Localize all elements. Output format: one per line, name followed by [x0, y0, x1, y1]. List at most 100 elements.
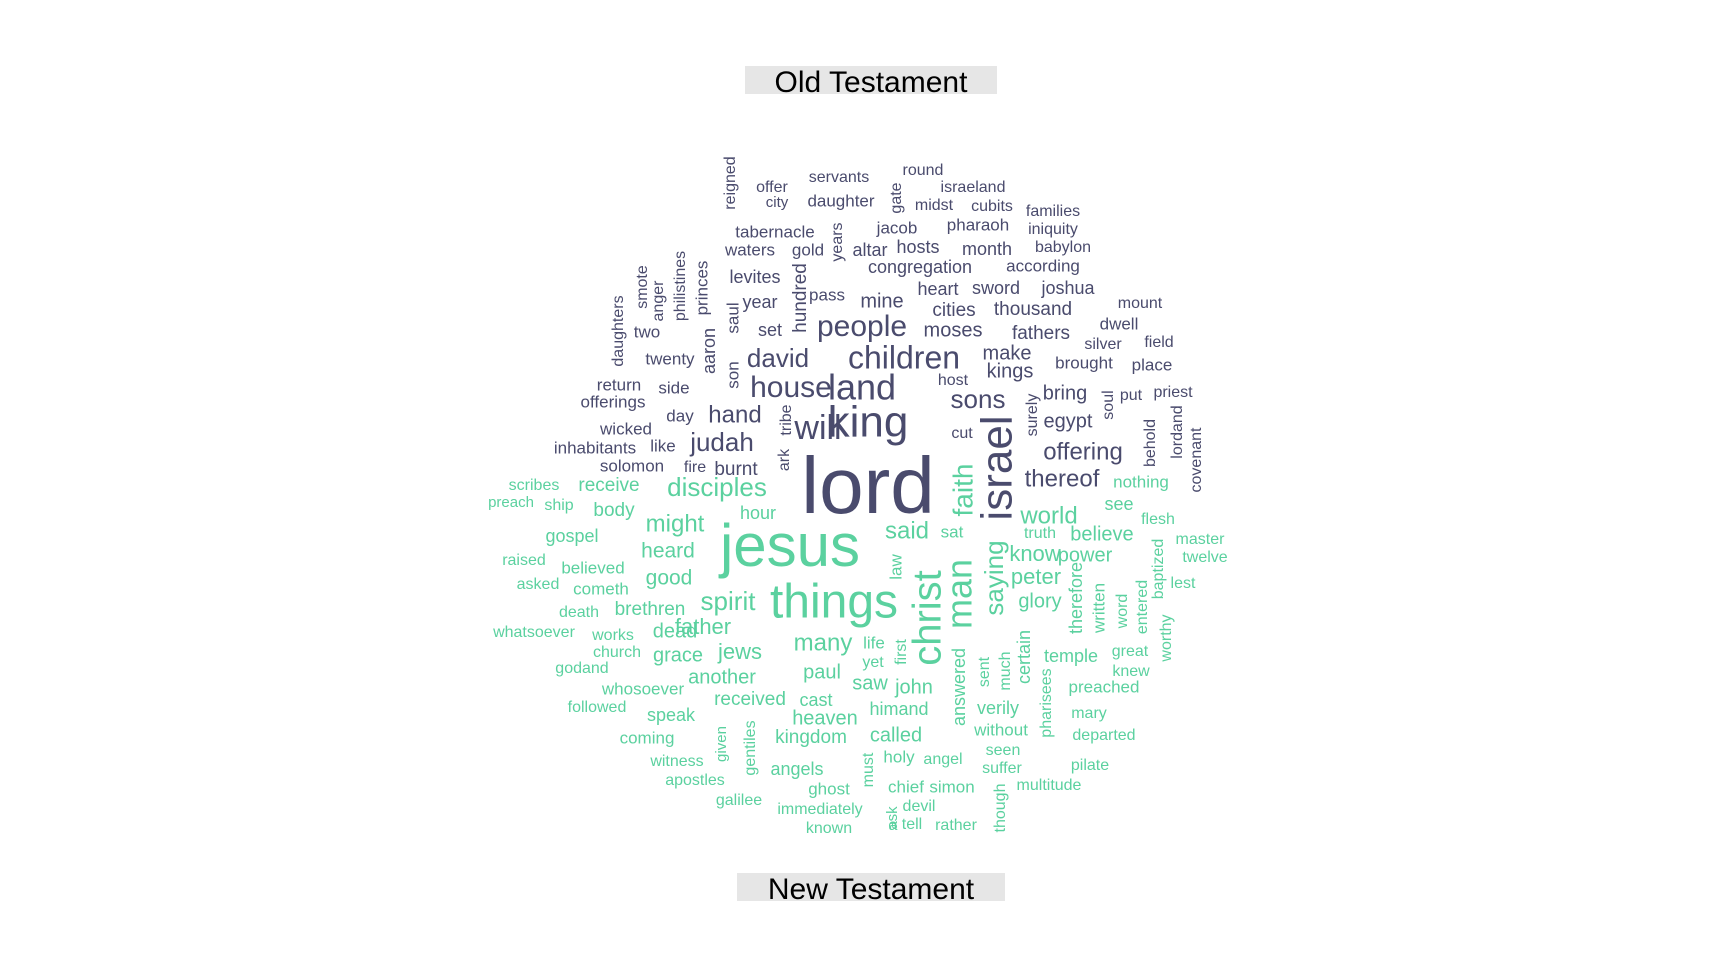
word-ot-day: day — [666, 406, 694, 425]
word-nt-spirit: spirit — [701, 586, 757, 616]
word-ot-iniquity: iniquity — [1028, 221, 1078, 238]
word-nt-whatsoever: whatsoever — [492, 624, 575, 641]
word-ot-gate: gate — [888, 182, 905, 213]
word-ot-host: host — [938, 372, 969, 389]
facet-title-old-testament: Old Testament — [775, 66, 969, 99]
word-nt-believed: believed — [561, 558, 624, 577]
word-ot-cut: cut — [951, 425, 973, 442]
word-nt-christ: christ — [906, 570, 950, 666]
word-nt-word: word — [1114, 594, 1131, 630]
word-nt-pharisees: pharisees — [1038, 668, 1055, 737]
title-box-old-testament — [745, 66, 997, 94]
word-ot-reigned: reigned — [722, 156, 739, 209]
word-ot-behold: behold — [1142, 419, 1159, 467]
word-nt-must: must — [860, 752, 877, 787]
word-nt-lest: lest — [1171, 575, 1196, 592]
word-nt-law: law — [886, 554, 905, 580]
word-nt-master: master — [1176, 531, 1226, 548]
word-nt-tell: tell — [902, 816, 922, 833]
word-nt-grace: grace — [653, 644, 703, 666]
word-ot-son: son — [723, 361, 742, 388]
word-nt-jesus: jesus — [718, 512, 860, 579]
word-nt-sent: sent — [976, 656, 993, 687]
word-ot-aaron: aaron — [699, 328, 719, 374]
word-ot-moses: moses — [924, 319, 983, 341]
word-ot-offering: offering — [1043, 438, 1123, 465]
word-nt-many: many — [794, 629, 853, 656]
word-nt-saw: saw — [852, 672, 888, 694]
word-ot-babylon: babylon — [1035, 239, 1091, 256]
word-nt-entered: entered — [1134, 580, 1151, 634]
word-nt-angel: angel — [923, 751, 962, 768]
word-ot-house: house — [750, 371, 832, 404]
word-ot-levites: levites — [729, 267, 780, 287]
word-ot-lord: lord — [801, 441, 934, 530]
title-box-new-testament — [737, 873, 1005, 901]
word-ot-israel: israel — [973, 415, 1022, 520]
word-ot-joshua: joshua — [1040, 278, 1095, 298]
word-nt-kingdom: kingdom — [775, 727, 847, 748]
word-nt-ship: ship — [544, 497, 573, 514]
word-ot-daughters: daughters — [610, 295, 627, 366]
word-nt-heaven: heaven — [792, 707, 858, 729]
word-nt-verily: verily — [977, 698, 1019, 718]
word-ot-hosts: hosts — [896, 237, 939, 257]
word-nt-mary: mary — [1071, 705, 1107, 722]
word-nt-world: world — [1019, 502, 1077, 529]
word-nt-man: man — [939, 559, 980, 629]
word-nt-father: father — [675, 614, 731, 639]
word-ot-place: place — [1132, 355, 1173, 374]
word-ot-jacob: jacob — [876, 218, 918, 237]
word-nt-therefore: therefore — [1066, 562, 1086, 634]
word-ot-two: two — [634, 322, 660, 341]
word-nt-seen: seen — [986, 742, 1021, 759]
word-nt-rather: rather — [935, 817, 977, 834]
word-nt-cast: cast — [799, 690, 832, 710]
word-ot-like: like — [650, 436, 676, 455]
word-ot-judah: judah — [689, 427, 754, 457]
word-ot-hand: hand — [708, 401, 761, 428]
word-ot-make: make — [983, 342, 1032, 364]
word-nt-peter: peter — [1011, 564, 1061, 589]
word-nt-believe: believe — [1070, 523, 1133, 545]
word-ot-side: side — [658, 378, 689, 397]
word-nt-yet: yet — [862, 654, 884, 671]
word-ot-smote: smote — [634, 265, 651, 309]
word-nt-knew: knew — [1112, 663, 1150, 680]
word-ot-surely: surely — [1024, 394, 1041, 437]
word-ot-thousand: thousand — [994, 299, 1072, 320]
word-ot-people: people — [817, 310, 907, 343]
word-nt-good: good — [646, 567, 693, 590]
word-ot-pharaoh: pharaoh — [947, 215, 1009, 234]
word-nt-called: called — [870, 724, 922, 746]
word-nt-holy: holy — [883, 747, 915, 766]
word-ot-return: return — [597, 375, 641, 394]
word-nt-simon: simon — [929, 777, 974, 796]
word-ot-ark: ark — [776, 448, 793, 471]
word-ot-cubits: cubits — [971, 198, 1013, 215]
word-nt-answered: answered — [949, 648, 969, 726]
word-nt-flesh: flesh — [1141, 511, 1175, 528]
word-nt-departed: departed — [1072, 727, 1135, 744]
word-ot-will: will — [793, 409, 841, 447]
word-nt-worthy: worthy — [1158, 614, 1175, 662]
word-nt-preach: preach — [488, 494, 534, 511]
word-ot-altar: altar — [852, 240, 887, 260]
word-nt-church: church — [593, 644, 641, 661]
word-nt-witness: witness — [649, 753, 703, 770]
word-nt-might: might — [646, 510, 705, 537]
word-ot-thereof: thereof — [1025, 465, 1100, 492]
word-ot-daughter: daughter — [807, 191, 874, 210]
word-nt-immediately: immediately — [777, 801, 862, 818]
word-nt-though: though — [992, 784, 1009, 833]
word-nt-first: first — [893, 639, 910, 665]
word-ot-mount: mount — [1118, 295, 1163, 312]
word-ot-pass: pass — [809, 285, 845, 304]
word-nt-coming: coming — [620, 728, 675, 747]
word-nt-without: without — [973, 720, 1028, 739]
word-ot-gold: gold — [792, 240, 824, 259]
word-nt-see: see — [1104, 494, 1133, 514]
word-nt-galilee: galilee — [716, 792, 762, 809]
word-nt-chief: chief — [888, 777, 924, 796]
word-nt-great: great — [1112, 643, 1149, 660]
